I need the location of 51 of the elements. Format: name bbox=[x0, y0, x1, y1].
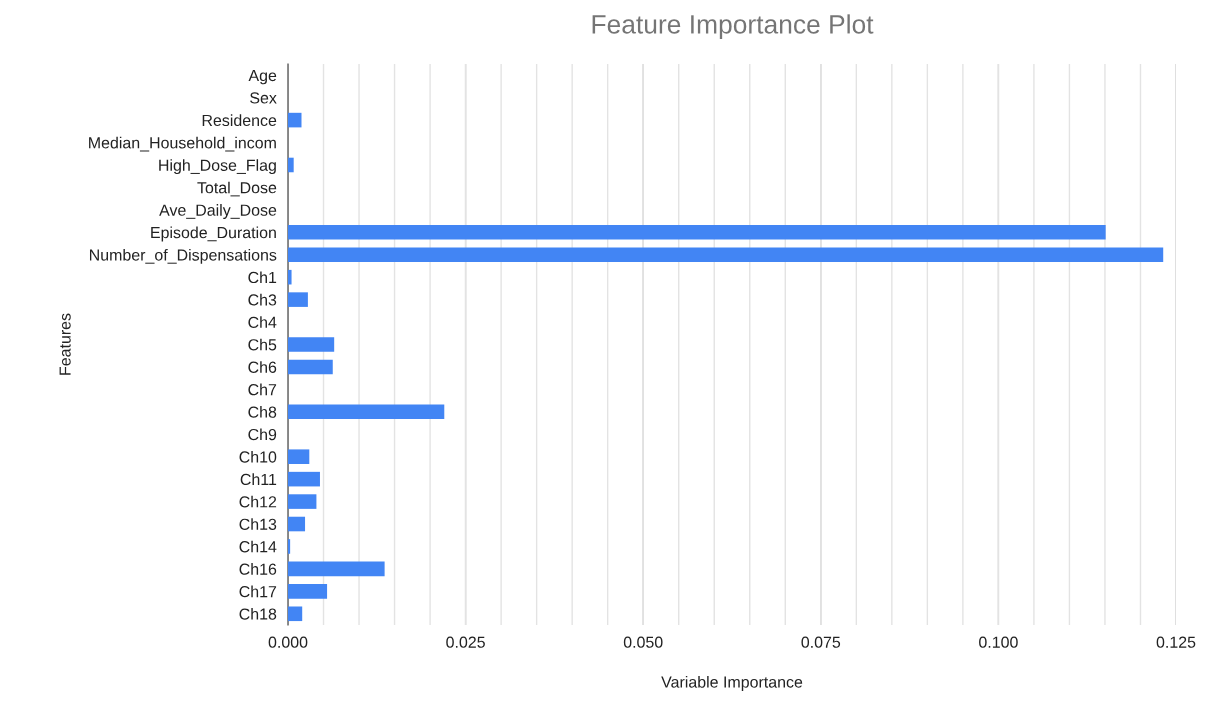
x-tick-label: 0.050 bbox=[623, 636, 663, 648]
y-tick-label: Ch16 bbox=[239, 563, 277, 575]
y-tick-label: Ave_Daily_Dose bbox=[159, 204, 277, 219]
bar bbox=[288, 359, 333, 375]
y-tick-label: Ch3 bbox=[248, 293, 277, 306]
y-tick-label: Ch12 bbox=[239, 495, 277, 508]
bar bbox=[288, 539, 291, 554]
y-tick-label: Ch9 bbox=[248, 428, 277, 441]
y-tick-label: Ch18 bbox=[239, 607, 277, 620]
bar bbox=[288, 247, 1164, 263]
bar bbox=[288, 561, 385, 577]
x-tick-label: 0.000 bbox=[268, 636, 308, 648]
bar bbox=[288, 112, 302, 128]
x-tick-label: 0.125 bbox=[1156, 636, 1196, 648]
y-tick-label: Ch14 bbox=[239, 540, 277, 553]
y-tick-label: Ch11 bbox=[240, 473, 277, 486]
bar bbox=[288, 157, 294, 173]
bar bbox=[288, 584, 328, 599]
y-tick-label: Total_Dose bbox=[197, 181, 277, 197]
bar bbox=[288, 449, 310, 464]
bar bbox=[288, 471, 320, 487]
bar bbox=[288, 337, 335, 352]
bar bbox=[288, 269, 292, 285]
chart-title: Feature Importance Plot bbox=[592, 14, 874, 39]
y-tick-label: Ch4 bbox=[248, 316, 277, 328]
y-tick-label: Episode_Duration bbox=[151, 226, 276, 242]
y-tick-label: Ch7 bbox=[248, 383, 277, 396]
y-tick-label: Ch6 bbox=[248, 361, 277, 373]
y-tick-label: Ch1 bbox=[248, 271, 277, 284]
y-tick-label: Residence bbox=[202, 114, 277, 127]
x-axis-title: Variable Importance bbox=[661, 676, 803, 691]
y-tick-label: Ch17 bbox=[239, 585, 277, 598]
bar bbox=[288, 404, 445, 420]
y-tick-label: Ch5 bbox=[248, 338, 277, 351]
x-tick-label: 0.025 bbox=[446, 636, 485, 648]
x-tick-label: 0.100 bbox=[979, 636, 1018, 648]
y-tick-label: Age bbox=[248, 70, 277, 85]
y-tick-label: Ch10 bbox=[239, 450, 277, 463]
y-tick-label: Sex bbox=[250, 92, 277, 104]
bar bbox=[288, 516, 306, 532]
bar bbox=[288, 494, 317, 509]
y-axis-title: Features bbox=[59, 313, 71, 375]
bar bbox=[288, 292, 308, 307]
y-tick-label: High_Dose_Flag bbox=[159, 159, 276, 175]
bar bbox=[288, 225, 1106, 240]
y-tick-label: Ch13 bbox=[239, 518, 277, 530]
y-tick-label: Median_Household_incom bbox=[89, 136, 276, 152]
bar bbox=[288, 606, 303, 622]
y-tick-label: Ch8 bbox=[248, 406, 277, 418]
y-tick-label: Number_of_Dispensations bbox=[89, 248, 277, 264]
x-tick-label: 0.075 bbox=[801, 636, 841, 648]
